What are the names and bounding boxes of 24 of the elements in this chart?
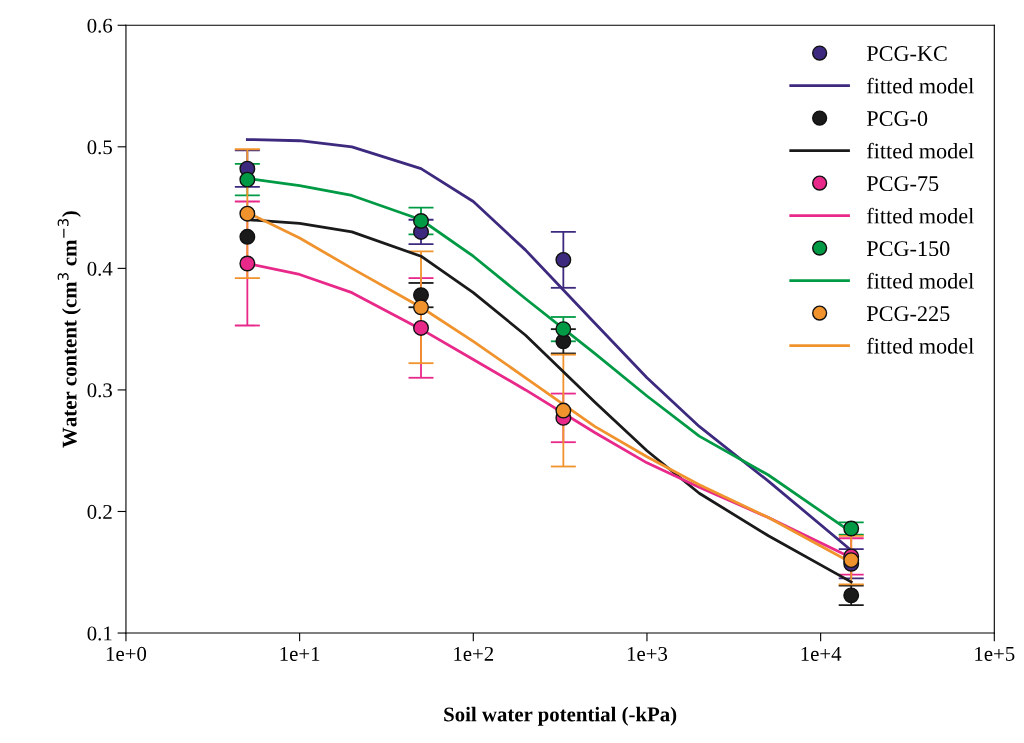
y-axis-title: Water content (cm$^{3}$ cm$^{−3}$) <box>57 211 81 448</box>
legend-label: fitted model <box>866 337 974 354</box>
legend-label: PCG-150 <box>866 241 950 257</box>
legend-label: fitted model <box>866 207 974 224</box>
x-tick-label: 1e+5 <box>975 646 1015 661</box>
x-tick-label: 1e+1 <box>280 646 320 661</box>
legend-label: PCG-225 <box>866 306 950 322</box>
y-tick-label: 0.4 <box>87 261 113 276</box>
x-tick-label: 1e+3 <box>627 646 668 661</box>
legend-label: PCG-0 <box>866 111 928 127</box>
x-axis-title: Soil water potential (-kPa) <box>444 706 677 726</box>
y-tick-label: 0.1 <box>87 626 112 641</box>
legend-label: fitted model <box>866 142 974 159</box>
y-tick-label: 0.3 <box>87 383 112 398</box>
x-tick-label: 1e+4 <box>801 646 842 661</box>
legend-label: fitted model <box>866 272 974 289</box>
legend-label: fitted model <box>866 77 974 94</box>
y-tick-label: 0.2 <box>87 504 112 520</box>
y-tick-label: 0.6 <box>87 18 113 33</box>
legend-label: PCG-KC <box>866 46 947 62</box>
y-tick-label: 0.5 <box>87 140 112 155</box>
x-tick-label: 1e+2 <box>454 646 494 661</box>
x-tick-label: 1e+0 <box>106 646 147 661</box>
legend-label: PCG-75 <box>866 176 939 192</box>
